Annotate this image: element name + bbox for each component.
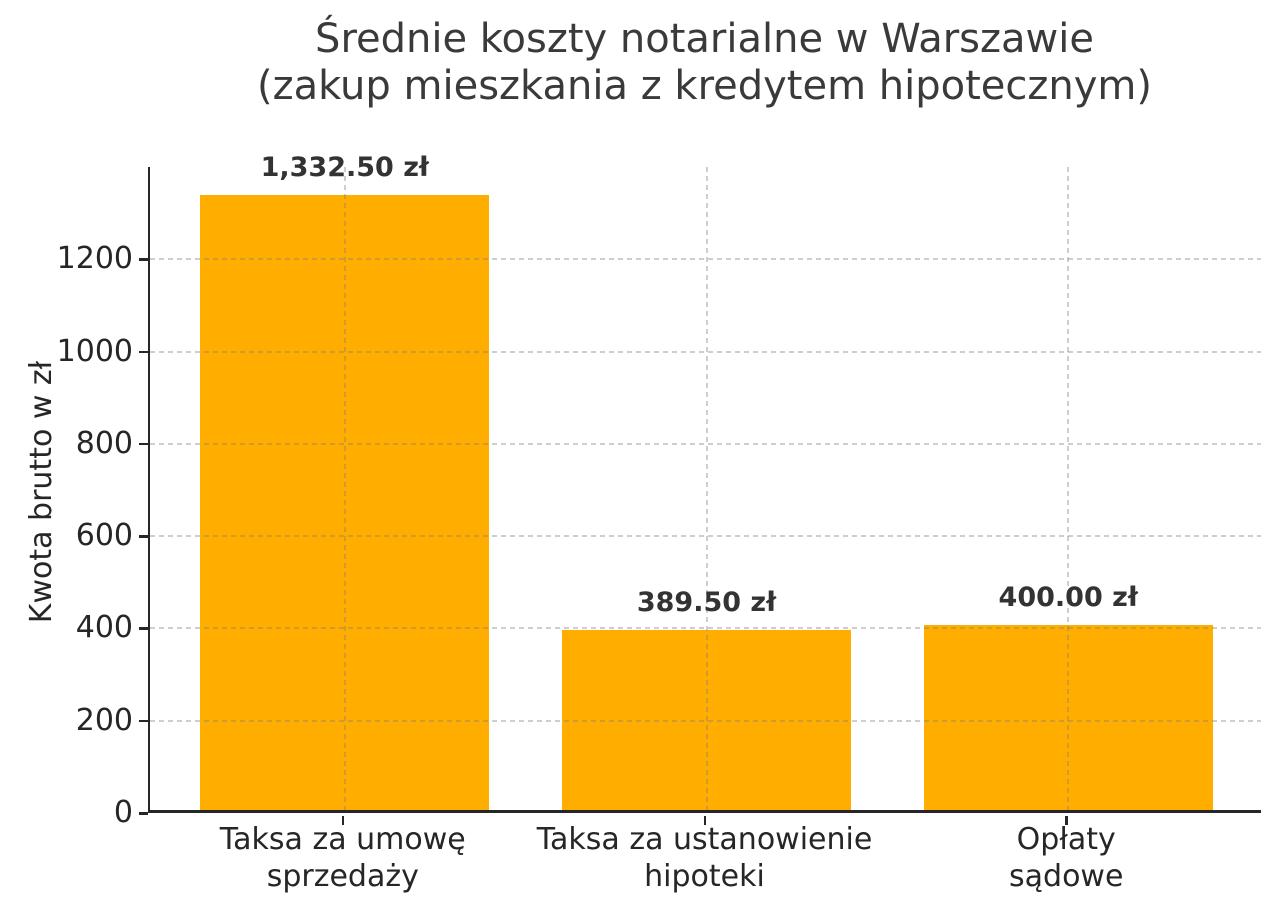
x-tick-label-line: Opłaty [1016,822,1116,857]
horizontal-gridline [150,535,1261,538]
horizontal-gridline [150,350,1261,353]
y-tick-mark [139,812,148,815]
y-tick-label: 800 [75,425,133,461]
vertical-gridline [343,167,346,810]
y-tick-label: 200 [75,702,133,738]
bar-value-label: 389.50 zł [636,587,777,619]
bar [561,630,852,810]
horizontal-gridline [150,719,1261,722]
y-tick-mark [139,442,148,446]
y-tick-label: 1000 [56,333,133,369]
horizontal-gridline [150,627,1261,630]
x-tick-label-line: hipoteki [644,859,765,894]
vertical-gridline [1067,167,1070,810]
bar [923,625,1213,810]
bar-value-label: 400.00 zł [998,582,1138,614]
x-tick-label-line: sprzedaży [266,859,419,894]
horizontal-gridline [150,258,1261,261]
x-tick-label: Taksa za ustanowienie hipoteki [455,821,955,895]
chart-title: Średnie koszty notarialne w Warszawie (z… [148,16,1261,110]
bar [200,195,490,810]
y-axis-label: Kwota brutto w zł [24,360,59,624]
x-tick-label-line: sądowe [1009,859,1124,894]
y-tick-mark [139,350,148,354]
y-tick-label: 1200 [56,241,133,277]
horizontal-gridline [150,442,1261,445]
y-tick-label: 0 [113,795,133,830]
x-tick-label-line: Taksa za ustanowienie [536,822,873,857]
y-tick-label: 600 [75,518,133,554]
x-tick-label: Opłaty sądowe [816,821,1280,895]
y-tick-mark [139,258,148,261]
chart-title-line1: Średnie koszty notarialne w Warszawie [315,16,1094,62]
y-tick-mark [139,627,148,630]
y-tick-mark [139,535,148,538]
x-tick-mark [1065,816,1068,825]
y-tick-mark [139,719,148,723]
y-tick-label: 400 [75,610,133,646]
x-tick-label-line: Taksa za umowę [219,822,466,857]
x-tick-mark [341,816,345,825]
bar-value-label: 1,332.50 zł [260,152,429,184]
x-tick-mark [703,816,706,825]
vertical-gridline [705,167,708,810]
x-tick-label: Taksa za umowę sprzedaży [93,821,593,895]
plot-area: 1,332.50 zł 389.50 zł 400.00 zł [148,152,1261,813]
chart-title-line2: (zakup mieszkania z kredytem hipotecznym… [257,63,1152,109]
